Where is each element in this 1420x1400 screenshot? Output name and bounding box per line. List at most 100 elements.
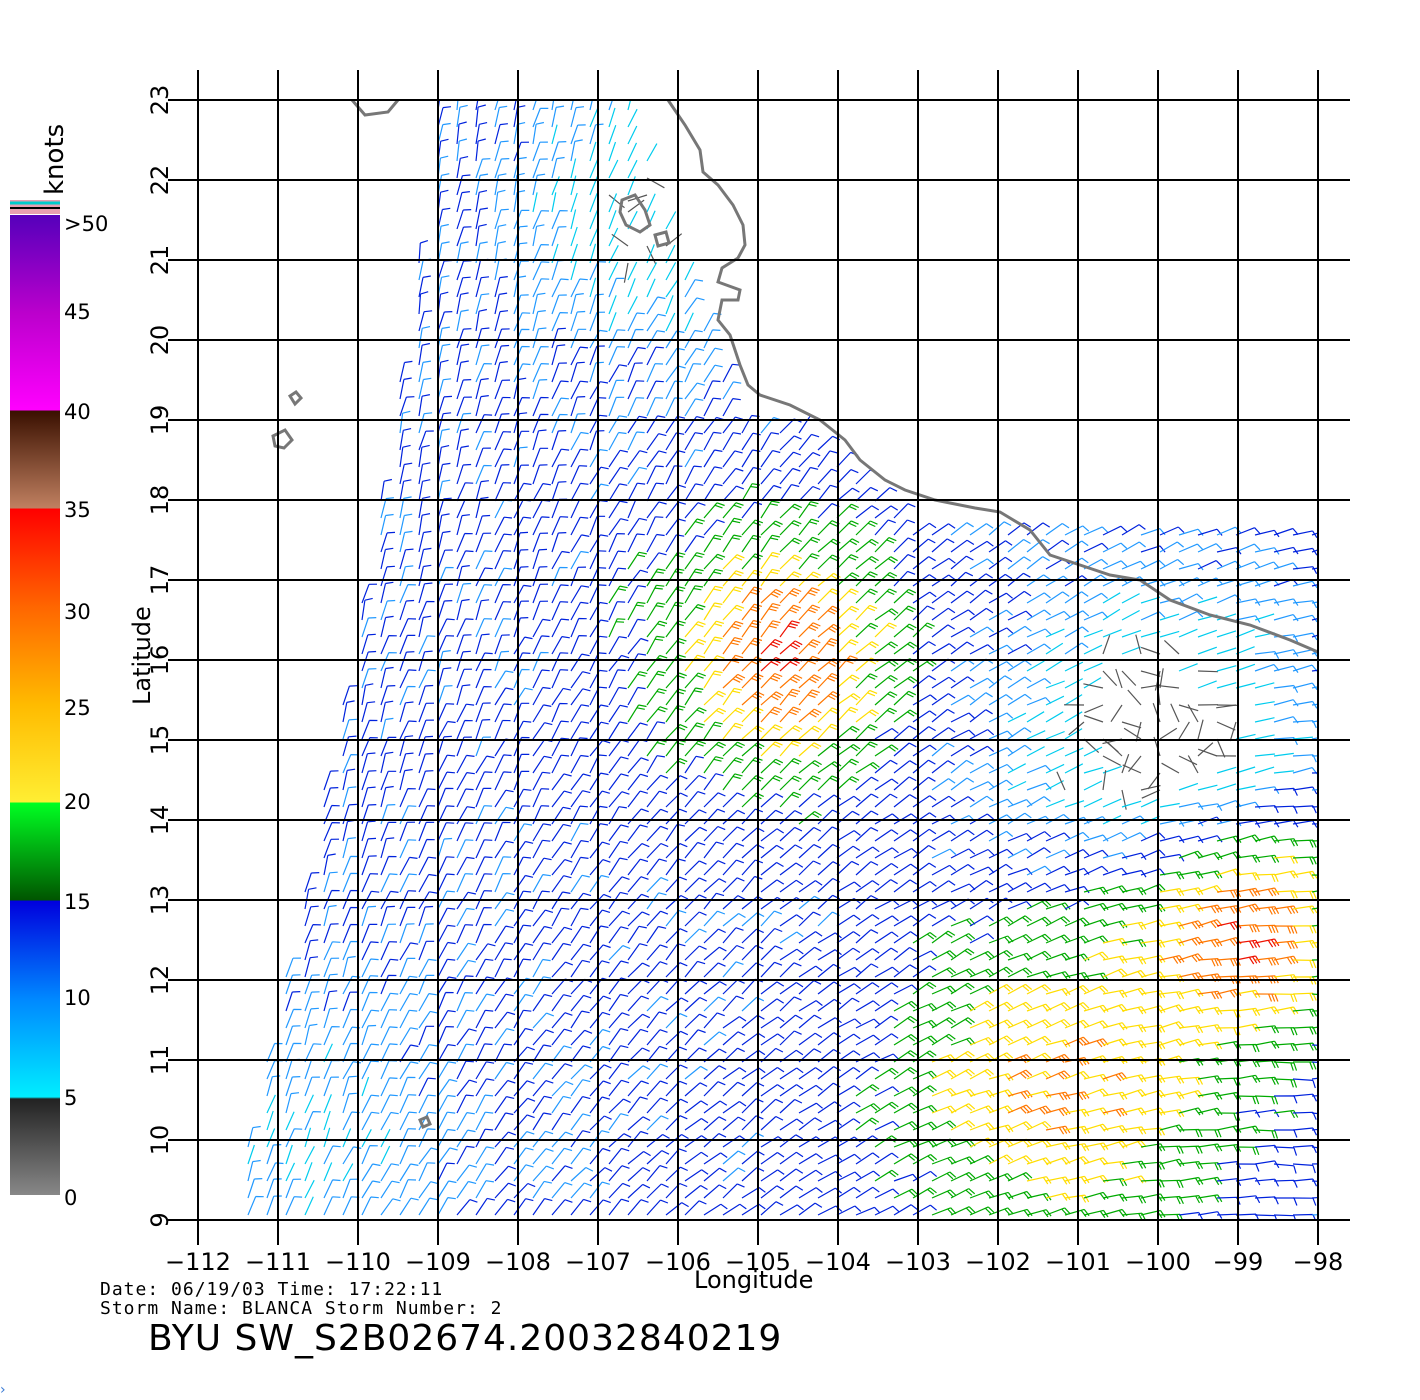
wind-barb [665,312,676,332]
wind-barb [532,292,546,315]
wind-barb [950,729,976,740]
wind-barb [551,737,570,757]
wind-barb [589,1147,611,1165]
wind-barb [684,841,706,859]
wind-barb [285,1076,301,1097]
wind-barb [456,343,470,366]
wind-barb [912,591,937,604]
wind-barb [627,1013,651,1029]
wind-barb [399,634,416,655]
wind-barb [1135,721,1142,742]
wind-barb [703,1100,728,1114]
wind-barb [855,588,878,604]
wind-barb [513,1114,535,1131]
wind-barb [684,1082,708,1097]
wind-barb [551,1147,573,1165]
wind-barb [1064,1019,1090,1029]
wind-barb [418,479,431,502]
wind-barb [380,974,397,995]
wind-barb [304,1007,319,1029]
wind-barb [456,292,469,315]
wind-barb [437,907,456,927]
wind-barb [893,813,918,825]
wind-barb [1311,634,1318,638]
wind-barb [798,708,822,723]
wind-barb [342,1008,359,1029]
wind-barb [551,550,570,570]
wind-barb [551,754,570,774]
wind-barb [513,531,529,553]
wind-barb [779,1067,804,1080]
wind-barb [893,725,917,740]
wind-barb [399,377,412,400]
wind-barb [418,1181,439,1199]
y-axis-title: Latitude [128,606,156,705]
wind-barb [836,1136,861,1148]
wind-barb [722,773,743,791]
wind-barb [399,1061,419,1080]
wind-barb [380,751,394,774]
wind-barb [931,523,956,536]
wind-barb [684,552,705,570]
x-tick-label: −107 [565,1248,631,1276]
wind-barb [418,669,436,689]
wind-barb [760,1016,785,1029]
wind-barb [969,1105,995,1114]
wind-barb [931,727,956,740]
wind-barb [760,520,783,536]
wind-barb [912,812,937,825]
wind-barb [646,721,666,740]
wind-barb [285,1111,295,1131]
wind-barb [247,1195,264,1216]
wind-barb [760,809,784,825]
wind-barb [532,278,550,298]
wind-barb [760,603,781,621]
wind-barb [1311,651,1318,655]
wind-barb [817,691,841,706]
wind-barb [855,1000,880,1012]
wind-barb [1026,660,1045,672]
wind-barb [494,533,512,553]
wind-barb [494,1146,515,1165]
wind-barb [323,838,340,859]
y-tick-label: 16 [146,645,174,676]
wind-barb [551,1112,571,1131]
wind-barb [1235,629,1255,638]
wind-barb [1007,610,1033,621]
wind-barb [475,1180,494,1199]
wind-barb [532,413,549,434]
wind-barb [1045,916,1071,927]
wind-barb [418,530,432,553]
wind-barb [437,1128,456,1148]
wind-barb [1140,559,1166,570]
wind-barb [798,742,822,757]
wind-barb [817,484,839,502]
wind-barb [570,874,590,893]
wind-barb [798,587,820,604]
wind-barb [817,503,840,519]
wind-barb [703,602,723,621]
wind-barb [1102,608,1121,621]
wind-barb [1235,872,1261,881]
wind-barb [722,1167,746,1182]
wind-barb [855,486,879,502]
wind-barb [589,550,607,570]
wind-barb [684,1200,707,1216]
wind-barb [494,1198,516,1216]
wind-barb [722,1067,747,1080]
wind-barb [722,363,741,383]
wind-barb [380,905,395,927]
wind-barb [589,483,609,502]
wind-barb [931,1033,956,1046]
wind-barb [627,722,648,740]
wind-barb [1026,730,1046,740]
wind-barb [969,829,994,842]
wind-barb [570,688,591,706]
wind-barb [570,328,587,349]
wind-barb [1178,988,1204,998]
wind-barb [874,759,898,774]
wind-barb [551,1199,573,1216]
wind-barb [342,955,356,978]
wind-barb [627,618,646,638]
wind-barb [570,856,589,876]
